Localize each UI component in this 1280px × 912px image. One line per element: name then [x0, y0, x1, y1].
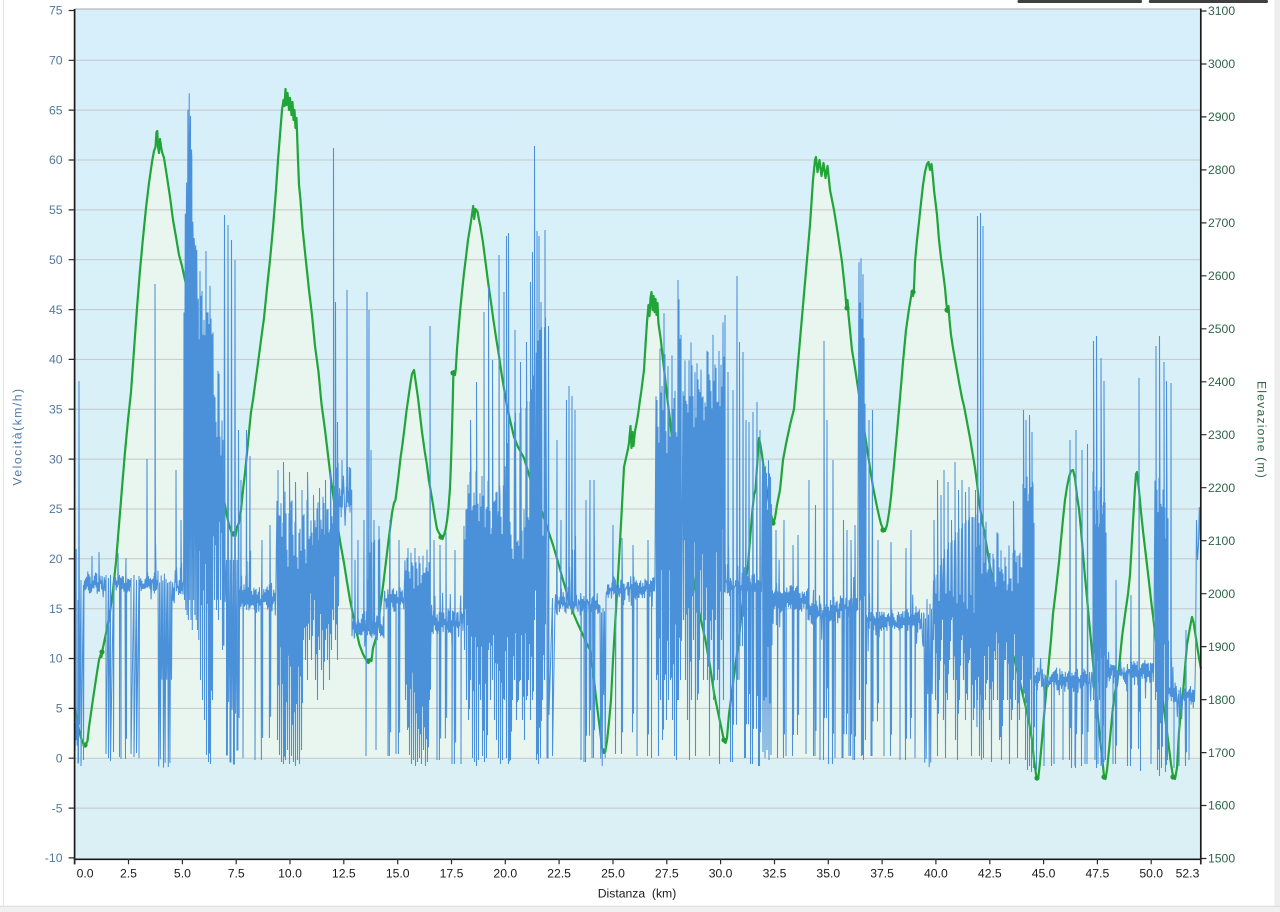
svg-text:2200: 2200 [1208, 481, 1235, 495]
svg-text:70: 70 [49, 54, 63, 68]
svg-text:45: 45 [49, 303, 63, 317]
svg-text:40.0: 40.0 [924, 867, 948, 881]
svg-text:1600: 1600 [1208, 799, 1235, 813]
svg-text:5.0: 5.0 [174, 867, 191, 881]
svg-text:35: 35 [49, 402, 63, 416]
svg-text:17.5: 17.5 [440, 867, 464, 881]
svg-text:2000: 2000 [1208, 587, 1235, 601]
svg-text:37.5: 37.5 [870, 867, 894, 881]
svg-text:45.0: 45.0 [1032, 867, 1056, 881]
svg-text:-10: -10 [45, 851, 63, 865]
svg-text:42.5: 42.5 [978, 867, 1002, 881]
svg-text:2300: 2300 [1208, 428, 1235, 442]
svg-text:2900: 2900 [1208, 110, 1235, 124]
svg-text:1800: 1800 [1208, 693, 1235, 707]
svg-text:27.5: 27.5 [655, 867, 679, 881]
svg-text:0.0: 0.0 [77, 867, 94, 881]
svg-text:2100: 2100 [1208, 534, 1235, 548]
svg-text:52.3: 52.3 [1176, 867, 1200, 881]
svg-text:2400: 2400 [1208, 375, 1235, 389]
svg-text:7.5: 7.5 [228, 867, 245, 881]
svg-text:50.0: 50.0 [1139, 867, 1163, 881]
svg-text:3000: 3000 [1208, 57, 1235, 71]
svg-text:32.5: 32.5 [763, 867, 787, 881]
svg-text:20: 20 [49, 552, 63, 566]
svg-text:10.0: 10.0 [278, 867, 302, 881]
svg-text:20.0: 20.0 [493, 867, 517, 881]
svg-text:50: 50 [49, 253, 63, 267]
svg-text:75: 75 [49, 4, 63, 18]
svg-text:40: 40 [49, 353, 63, 367]
svg-text:Elevazione (m): Elevazione (m) [1255, 381, 1269, 479]
svg-text:15: 15 [49, 602, 63, 616]
svg-text:2800: 2800 [1208, 163, 1235, 177]
svg-text:25: 25 [49, 502, 63, 516]
svg-text:47.5: 47.5 [1086, 867, 1110, 881]
svg-text:Velocità(km/h): Velocità(km/h) [11, 387, 25, 485]
svg-text:1500: 1500 [1208, 852, 1235, 866]
svg-text:12.5: 12.5 [332, 867, 356, 881]
svg-text:22.5: 22.5 [547, 867, 571, 881]
svg-text:30: 30 [49, 452, 63, 466]
svg-text:Distanza (km): Distanza (km) [598, 887, 677, 901]
svg-text:2600: 2600 [1208, 269, 1235, 283]
svg-text:55: 55 [49, 203, 63, 217]
svg-text:-5: -5 [52, 801, 63, 815]
svg-text:65: 65 [49, 103, 63, 117]
svg-text:2700: 2700 [1208, 216, 1235, 230]
svg-text:2.5: 2.5 [120, 867, 137, 881]
svg-text:30.0: 30.0 [709, 867, 733, 881]
svg-text:1900: 1900 [1208, 640, 1235, 654]
svg-text:3100: 3100 [1208, 4, 1235, 18]
svg-text:60: 60 [49, 153, 63, 167]
svg-text:15.0: 15.0 [386, 867, 410, 881]
svg-text:35.0: 35.0 [816, 867, 840, 881]
svg-text:5: 5 [56, 702, 63, 716]
svg-text:0: 0 [56, 751, 63, 765]
svg-text:1700: 1700 [1208, 746, 1235, 760]
svg-text:25.0: 25.0 [601, 867, 625, 881]
svg-text:10: 10 [49, 652, 63, 666]
svg-text:2500: 2500 [1208, 322, 1235, 336]
